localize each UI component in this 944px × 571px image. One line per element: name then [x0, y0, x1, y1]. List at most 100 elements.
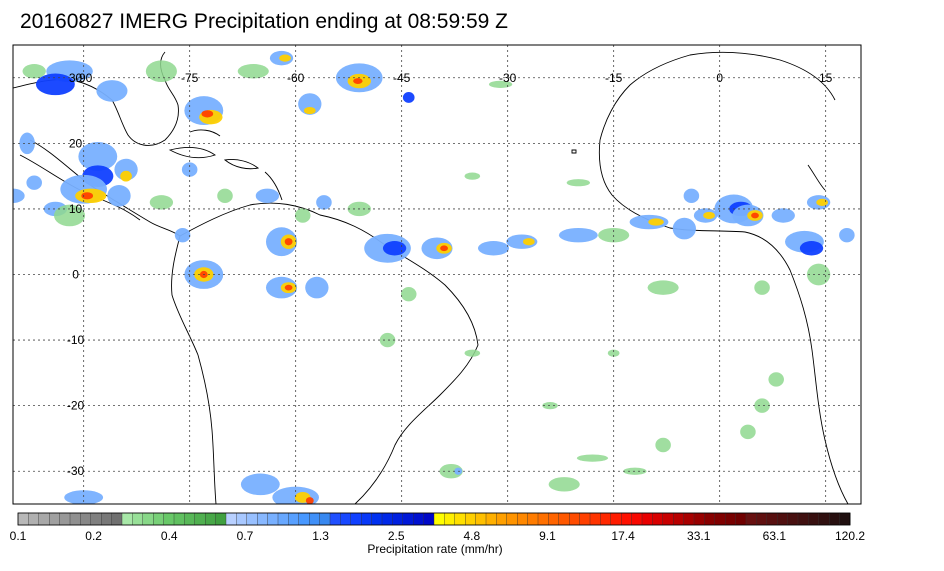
precip-cell — [298, 93, 322, 115]
precip-cell — [655, 437, 671, 453]
latitude-labels: 30 20 10 0 -10 -20 -30 — [67, 71, 85, 478]
precip-cell — [566, 179, 590, 187]
lon-label: -45 — [393, 71, 411, 85]
precip-cell — [35, 73, 75, 96]
colorbar-swatch — [527, 512, 539, 526]
colorbar-swatch — [184, 512, 196, 526]
colorbar-swatch — [693, 512, 705, 526]
lon-label: -75 — [181, 71, 199, 85]
precipitation-field — [13, 50, 855, 504]
colorbar-swatch — [569, 512, 581, 526]
colorbar-swatch — [621, 512, 633, 526]
colorbar-swatch — [350, 512, 362, 526]
precip-cell — [217, 188, 233, 204]
colorbar-swatch — [725, 512, 737, 526]
colorbar-tick-label: 17.4 — [611, 529, 635, 543]
colorbar-swatch — [17, 512, 29, 526]
precip-cell — [316, 195, 332, 210]
precip-cell — [488, 80, 513, 88]
colorbar-swatch — [558, 512, 570, 526]
colorbar-swatch — [90, 512, 102, 526]
precip-cell — [464, 172, 481, 180]
colorbar-swatch — [246, 512, 258, 526]
colorbar-swatch — [444, 512, 456, 526]
colorbar-swatch — [485, 512, 497, 526]
colorbar-swatch — [839, 512, 851, 526]
precip-cell — [284, 284, 293, 291]
precip-cell — [64, 490, 104, 504]
colorbar-swatch — [808, 512, 820, 526]
lon-label: -15 — [605, 71, 623, 85]
precip-cell — [353, 78, 363, 84]
colorbar-tick-label: 63.1 — [763, 529, 787, 543]
precip-cell — [683, 188, 700, 204]
colorbar-swatch — [818, 512, 830, 526]
colorbar-swatch — [277, 512, 289, 526]
colorbar-swatch — [132, 512, 144, 526]
colorbar-swatch — [371, 512, 383, 526]
precip-cell — [26, 175, 42, 190]
colorbar-swatch — [496, 512, 508, 526]
precip-cell — [237, 64, 269, 79]
colorbar-swatch — [392, 512, 404, 526]
lat-label: 30 — [69, 71, 83, 85]
colorbar-swatch — [704, 512, 716, 526]
precip-cell — [303, 106, 316, 115]
precip-cell — [402, 92, 415, 103]
precip-cell — [477, 241, 510, 256]
colorbar-swatch — [610, 512, 622, 526]
colorbar-swatch — [683, 512, 695, 526]
precip-cell — [279, 54, 291, 62]
precip-cell — [558, 227, 598, 243]
precip-cell — [379, 332, 396, 348]
colorbar-swatch — [433, 512, 445, 526]
colorbar-swatch — [537, 512, 549, 526]
precip-cell — [240, 473, 280, 496]
precip-cell — [400, 286, 417, 302]
map-title: 20160827 IMERG Precipitation ending at 0… — [20, 10, 508, 33]
precip-cell — [53, 204, 86, 227]
colorbar-swatch — [49, 512, 61, 526]
colorbar-swatch — [319, 512, 331, 526]
colorbar-swatch — [257, 512, 269, 526]
colorbar-swatch — [38, 512, 50, 526]
colorbar-swatch — [298, 512, 310, 526]
colorbar-swatch — [787, 512, 799, 526]
precip-cell — [294, 208, 311, 223]
colorbar-tick-label: 0.1 — [10, 529, 27, 543]
precip-cell — [576, 454, 609, 462]
precip-cell — [382, 241, 407, 256]
colorbar-swatch — [517, 512, 529, 526]
graticule — [13, 45, 861, 504]
colorbar-swatch — [69, 512, 81, 526]
precip-cell — [816, 198, 828, 206]
precip-cell — [771, 208, 795, 223]
colorbar-swatch — [309, 512, 321, 526]
precip-cell — [149, 195, 174, 210]
colorbar-tick-label: 4.8 — [463, 529, 480, 543]
colorbar-swatch — [475, 512, 487, 526]
precip-cell — [120, 170, 132, 182]
colorbar-frame — [17, 512, 851, 526]
lon-label: -90 — [75, 71, 93, 85]
lat-label: 10 — [69, 202, 83, 216]
precip-cell — [13, 188, 25, 204]
precip-cell — [740, 424, 756, 440]
colorbar — [17, 512, 851, 526]
colorbar-swatch — [652, 512, 664, 526]
colorbar-swatch — [548, 512, 560, 526]
colorbar-swatch — [111, 512, 123, 526]
colorbar-swatch — [589, 512, 601, 526]
precip-cell — [19, 132, 35, 155]
colorbar-swatch — [756, 512, 768, 526]
colorbar-tick-label: 0.4 — [161, 529, 178, 543]
colorbar-swatch — [797, 512, 809, 526]
precip-cell — [440, 245, 448, 252]
lon-label: 15 — [819, 71, 833, 85]
colorbar-tick-label: 9.1 — [539, 529, 556, 543]
colorbar-tick-label: 1.3 — [312, 529, 329, 543]
colorbar-swatch — [662, 512, 674, 526]
colorbar-swatch — [100, 512, 113, 526]
precip-cell — [96, 80, 128, 102]
